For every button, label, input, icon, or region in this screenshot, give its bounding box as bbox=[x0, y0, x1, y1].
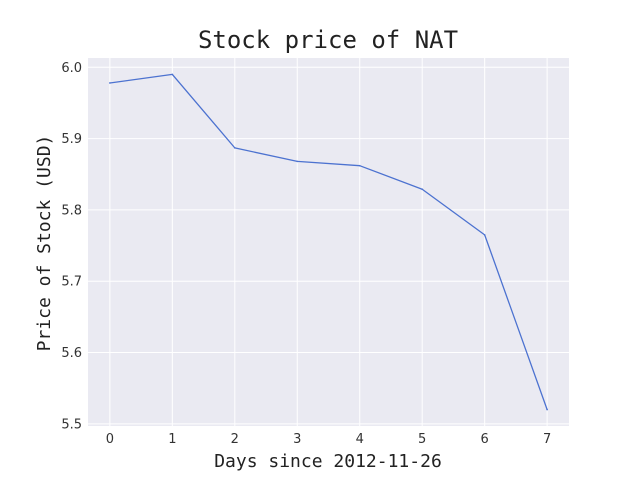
plot-area bbox=[88, 58, 569, 426]
y-tick-label: 5.6 bbox=[61, 346, 82, 361]
y-tick-label: 6.0 bbox=[61, 61, 82, 76]
x-tick-label: 4 bbox=[356, 432, 364, 447]
chart-title: Stock price of NAT bbox=[198, 26, 458, 54]
x-tick-label: 7 bbox=[543, 432, 551, 447]
data-point bbox=[359, 165, 361, 167]
data-point bbox=[546, 409, 548, 411]
x-axis-label: Days since 2012-11-26 bbox=[214, 451, 442, 472]
data-point bbox=[296, 161, 298, 163]
x-tick-label: 1 bbox=[168, 432, 176, 447]
data-point bbox=[234, 147, 236, 149]
y-tick-label: 5.5 bbox=[61, 417, 82, 432]
x-tick-label: 5 bbox=[418, 432, 426, 447]
x-tick-label: 3 bbox=[293, 432, 301, 447]
x-tick-label: 0 bbox=[106, 432, 114, 447]
data-point bbox=[109, 82, 111, 84]
x-axis-ticks: 0 1 2 3 4 5 6 7 bbox=[106, 432, 552, 447]
y-axis-ticks: 5.5 5.6 5.7 5.8 5.9 6.0 bbox=[61, 61, 82, 433]
y-tick-label: 5.7 bbox=[61, 275, 82, 290]
x-tick-label: 2 bbox=[231, 432, 239, 447]
data-point bbox=[484, 234, 486, 236]
x-tick-label: 6 bbox=[481, 432, 489, 447]
data-point bbox=[421, 188, 423, 190]
y-axis-label: Price of Stock (USD) bbox=[34, 135, 55, 352]
y-tick-label: 5.8 bbox=[61, 203, 82, 218]
data-point bbox=[172, 74, 174, 76]
y-tick-label: 5.9 bbox=[61, 132, 82, 147]
